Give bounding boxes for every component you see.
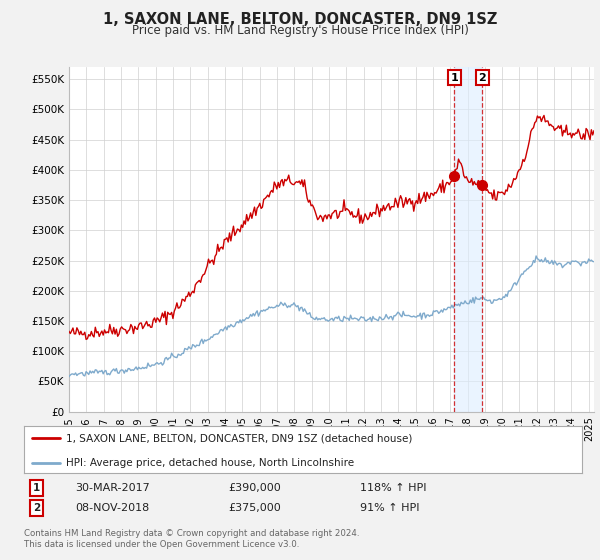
Text: £375,000: £375,000 <box>228 503 281 513</box>
Text: HPI: Average price, detached house, North Lincolnshire: HPI: Average price, detached house, Nort… <box>66 458 354 468</box>
Text: 1, SAXON LANE, BELTON, DONCASTER, DN9 1SZ: 1, SAXON LANE, BELTON, DONCASTER, DN9 1S… <box>103 12 497 27</box>
Text: 08-NOV-2018: 08-NOV-2018 <box>75 503 149 513</box>
Text: Contains HM Land Registry data © Crown copyright and database right 2024.
This d: Contains HM Land Registry data © Crown c… <box>24 529 359 549</box>
Text: 118% ↑ HPI: 118% ↑ HPI <box>360 483 427 493</box>
Bar <box>454 67 482 412</box>
Text: 1: 1 <box>33 483 40 493</box>
Text: £390,000: £390,000 <box>228 483 281 493</box>
Text: Price paid vs. HM Land Registry's House Price Index (HPI): Price paid vs. HM Land Registry's House … <box>131 24 469 37</box>
Text: 30-MAR-2017: 30-MAR-2017 <box>75 483 150 493</box>
Text: 2: 2 <box>33 503 40 513</box>
Text: 2: 2 <box>478 73 486 82</box>
Text: 91% ↑ HPI: 91% ↑ HPI <box>360 503 419 513</box>
Text: 1: 1 <box>450 73 458 82</box>
Text: 1, SAXON LANE, BELTON, DONCASTER, DN9 1SZ (detached house): 1, SAXON LANE, BELTON, DONCASTER, DN9 1S… <box>66 433 412 444</box>
